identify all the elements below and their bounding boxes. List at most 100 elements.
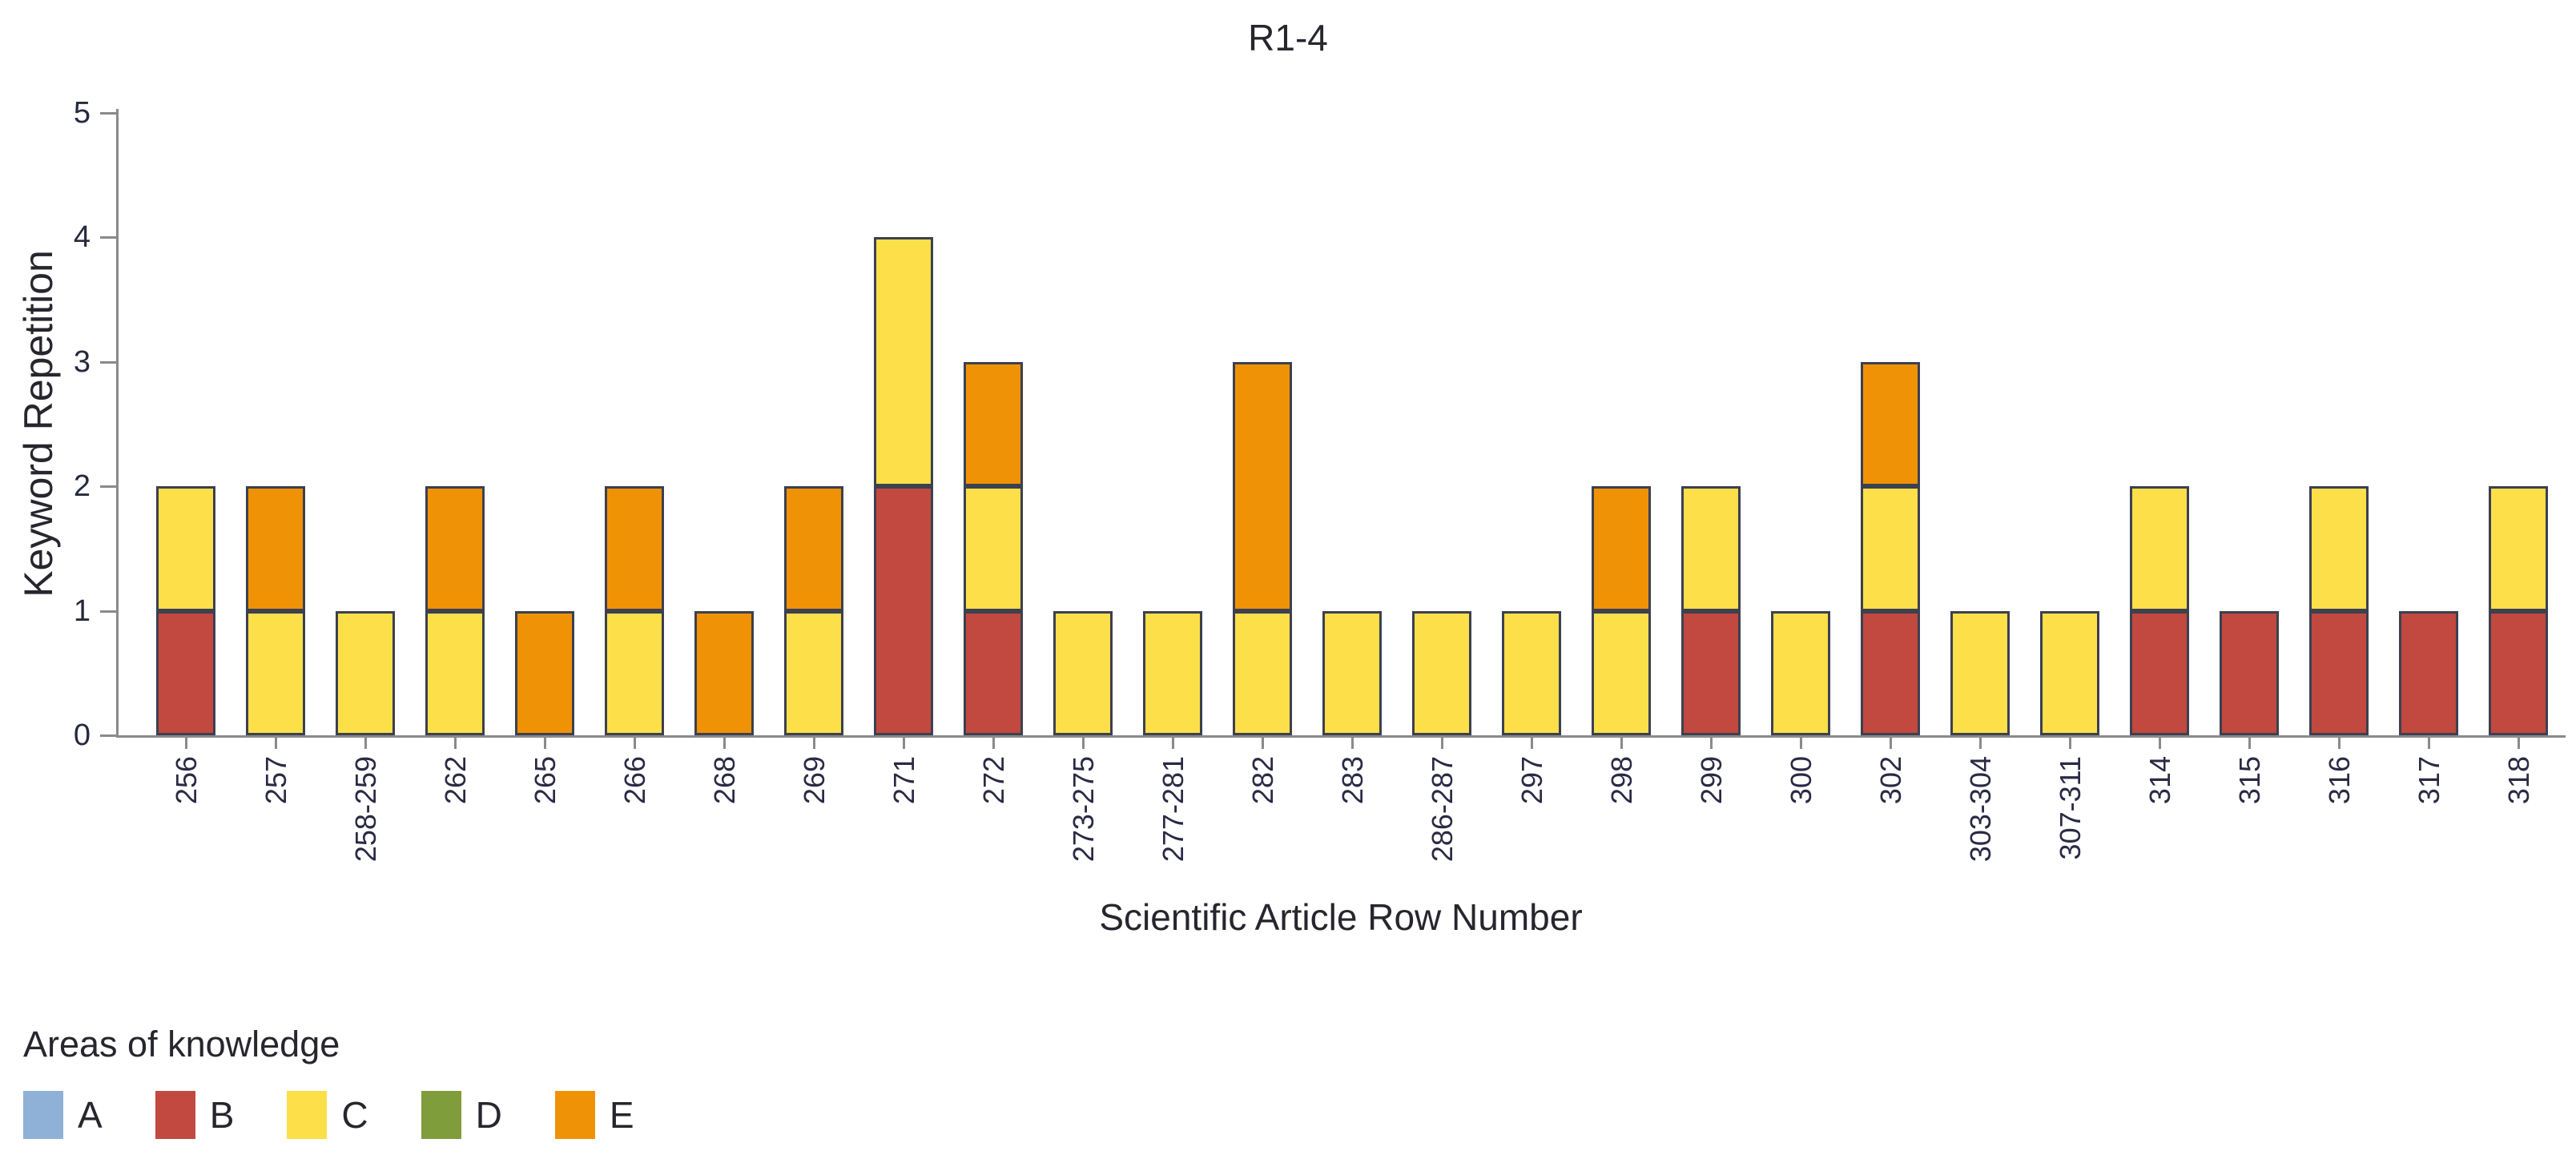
bar-318-segment-C bbox=[2489, 486, 2548, 611]
x-tick-mark bbox=[1441, 738, 1443, 749]
bar-298-segment-C bbox=[1592, 610, 1651, 735]
bar-283-segment-C bbox=[1322, 610, 1382, 735]
y-tick-mark bbox=[100, 111, 116, 115]
x-tick-mark bbox=[2428, 738, 2430, 749]
y-tick-label: 3 bbox=[73, 344, 91, 379]
bar-298-segment-E bbox=[1592, 486, 1651, 611]
bar-302-segment-E bbox=[1861, 361, 1920, 486]
bar-314-segment-C bbox=[2130, 486, 2189, 611]
bar-256-segment-B bbox=[156, 610, 215, 735]
legend-label-b: B bbox=[209, 1094, 235, 1136]
bar-272-segment-B bbox=[964, 610, 1023, 735]
bar-273-275-segment-C bbox=[1053, 610, 1113, 735]
legend-swatch-c bbox=[287, 1091, 328, 1139]
bar-297-segment-C bbox=[1502, 610, 1561, 735]
bar-282-segment-E bbox=[1233, 361, 1292, 611]
x-tick-mark bbox=[1710, 738, 1713, 749]
bar-315-segment-B bbox=[2220, 610, 2279, 735]
legend-item-e: E bbox=[554, 1091, 634, 1139]
y-axis-line bbox=[116, 109, 119, 738]
x-tick-mark bbox=[723, 738, 726, 749]
x-tick-mark bbox=[275, 738, 277, 749]
x-tick-mark bbox=[2338, 738, 2341, 749]
bar-258-259-segment-C bbox=[336, 610, 395, 735]
y-tick-label: 4 bbox=[73, 220, 91, 254]
legend-label-e: E bbox=[609, 1094, 634, 1136]
legend: Areas of knowledge A B C D E bbox=[23, 1024, 634, 1139]
y-tick-label: 2 bbox=[73, 469, 91, 503]
x-tick-mark bbox=[1890, 738, 1892, 749]
bar-269-segment-C bbox=[784, 610, 843, 735]
legend-items: A B C D E bbox=[23, 1091, 634, 1139]
x-tick-mark bbox=[2069, 738, 2071, 749]
legend-swatch-b bbox=[155, 1091, 195, 1139]
x-tick-mark bbox=[454, 738, 457, 749]
bar-316-segment-B bbox=[2309, 610, 2369, 735]
bar-271-segment-C bbox=[874, 237, 933, 486]
legend-label-c: C bbox=[341, 1094, 368, 1136]
x-tick-mark bbox=[2248, 738, 2251, 749]
bar-265-segment-E bbox=[515, 610, 574, 735]
x-tick-mark bbox=[1262, 738, 1264, 749]
legend-label-a: A bbox=[78, 1094, 103, 1136]
legend-label-d: D bbox=[475, 1094, 502, 1136]
bar-269-segment-E bbox=[784, 486, 843, 611]
x-tick-mark bbox=[992, 738, 995, 749]
x-tick-mark bbox=[1172, 738, 1174, 749]
bar-266-segment-E bbox=[605, 486, 664, 611]
bar-318-segment-B bbox=[2489, 610, 2548, 735]
bar-307-311-segment-C bbox=[2040, 610, 2099, 735]
bar-257-segment-C bbox=[246, 610, 305, 735]
legend-swatch-d bbox=[421, 1091, 461, 1139]
bar-299-segment-B bbox=[1681, 610, 1741, 735]
bar-257-segment-E bbox=[246, 486, 305, 611]
bar-272-segment-E bbox=[964, 361, 1023, 486]
x-tick-mark bbox=[1800, 738, 1802, 749]
bar-272-segment-C bbox=[964, 486, 1023, 611]
legend-swatch-e bbox=[554, 1091, 595, 1139]
y-tick-label: 5 bbox=[73, 95, 91, 130]
x-tick-mark bbox=[1979, 738, 1982, 749]
x-tick-mark bbox=[185, 738, 187, 749]
y-tick-label: 0 bbox=[73, 718, 91, 752]
legend-item-a: A bbox=[23, 1091, 103, 1139]
y-tick-mark bbox=[100, 610, 116, 613]
x-tick-mark bbox=[1531, 738, 1533, 749]
legend-item-d: D bbox=[421, 1091, 502, 1139]
x-tick-mark bbox=[544, 738, 546, 749]
legend-title: Areas of knowledge bbox=[23, 1024, 340, 1064]
bar-317-segment-B bbox=[2399, 610, 2458, 735]
x-tick-mark bbox=[634, 738, 636, 749]
bar-277-281-segment-C bbox=[1143, 610, 1202, 735]
x-tick-mark bbox=[813, 738, 815, 749]
y-axis-label: Keyword Repetition bbox=[16, 250, 61, 598]
bar-286-287-segment-C bbox=[1412, 610, 1471, 735]
x-tick-mark bbox=[364, 738, 367, 749]
y-tick-label: 1 bbox=[73, 594, 91, 628]
x-axis-label: Scientific Article Row Number bbox=[1099, 896, 1583, 938]
y-tick-mark bbox=[100, 236, 116, 239]
x-tick-mark bbox=[2159, 738, 2161, 749]
bar-262-segment-E bbox=[425, 486, 485, 611]
legend-item-c: C bbox=[287, 1091, 368, 1139]
bar-316-segment-C bbox=[2309, 486, 2369, 611]
x-tick-mark bbox=[1620, 738, 1623, 749]
bar-299-segment-C bbox=[1681, 486, 1741, 611]
x-tick-mark bbox=[1082, 738, 1085, 749]
bar-271-segment-B bbox=[874, 486, 933, 735]
bar-266-segment-C bbox=[605, 610, 664, 735]
y-tick-mark bbox=[100, 485, 116, 488]
bar-282-segment-C bbox=[1233, 610, 1292, 735]
y-tick-mark bbox=[100, 360, 116, 364]
bar-303-304-segment-C bbox=[1950, 610, 2010, 735]
x-tick-mark bbox=[1351, 738, 1354, 749]
bar-314-segment-B bbox=[2130, 610, 2189, 735]
bar-300-segment-C bbox=[1771, 610, 1830, 735]
legend-item-b: B bbox=[155, 1091, 235, 1139]
bar-256-segment-C bbox=[156, 486, 215, 611]
x-axis-line bbox=[116, 735, 2566, 738]
legend-swatch-a bbox=[23, 1091, 63, 1139]
bar-262-segment-C bbox=[425, 610, 485, 735]
bar-302-segment-C bbox=[1861, 486, 1920, 611]
